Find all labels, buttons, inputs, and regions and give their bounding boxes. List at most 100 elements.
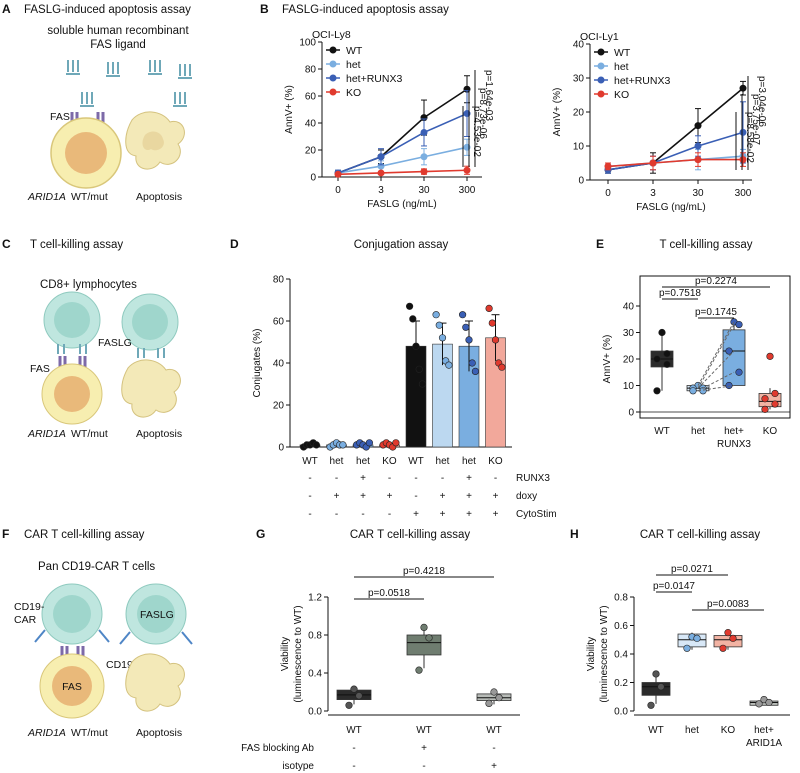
box (641, 682, 671, 696)
legend-label: KO (346, 87, 361, 99)
panel-a-fas-label: FAS (50, 111, 70, 123)
condition-sign: - (414, 473, 417, 484)
condition-sign: - (414, 491, 417, 502)
panel-c-cell-label: ARID1A (27, 428, 66, 440)
chart-title: CAR T cell-killing assay (640, 529, 761, 541)
p-value-label: p=0.0518 (368, 588, 410, 599)
x-tick-label: WT (486, 725, 502, 736)
x-tick-label: het (691, 426, 705, 437)
condition-sign: - (492, 743, 495, 754)
data-point (350, 685, 358, 693)
legend-marker (597, 76, 605, 84)
data-point (471, 367, 480, 376)
x-tick-label: het+ (724, 426, 744, 437)
x-tick-label: WT (648, 725, 664, 736)
p-value-label: p=0.4218 (403, 566, 445, 577)
condition-sign: + (413, 509, 419, 520)
data-point (689, 387, 697, 395)
data-point (377, 169, 385, 177)
data-point (420, 128, 428, 136)
data-point (725, 381, 733, 390)
condition-sign: + (387, 491, 393, 502)
condition-label: CytoStim (516, 509, 557, 520)
panel-a-ligand-line1: soluble human recombinant (47, 25, 189, 37)
data-point (463, 166, 471, 174)
line-chart-oci-ly8: OCI-Ly8 0 20 40 60 80 100 0 3 30 300 FASLG (ng/mL) A… (284, 29, 494, 210)
x-tick-label: WT (408, 456, 424, 467)
p-value-label: p=4.53e-02 (471, 106, 482, 157)
panel-a-ligand-line2: FAS ligand (90, 39, 146, 51)
series-line (337, 112, 468, 174)
legend-label: het+RUNX3 (614, 75, 670, 87)
y-tick-label: 0.8 (308, 631, 322, 642)
y-tick-label: 30 (623, 328, 635, 339)
panel-c-cd8-label: CD8+ lymphocytes (40, 279, 137, 291)
data-point (468, 359, 476, 367)
y-tick-label: 0 (278, 443, 284, 454)
y-tick-label: 10 (573, 142, 585, 153)
data-point (377, 153, 385, 161)
panel-f-cd19-label: CD19 (106, 659, 133, 671)
y-tick-label: 60 (273, 317, 285, 328)
x-tick-label: 0 (335, 185, 341, 196)
condition-sign: + (466, 491, 472, 502)
panel-f-letter: F (2, 527, 9, 541)
data-point (761, 395, 769, 403)
condition-sign: + (421, 743, 427, 754)
data-point (735, 320, 743, 329)
condition-sign: - (335, 473, 338, 484)
data-point (495, 694, 503, 702)
car-receptor-icon (34, 629, 193, 645)
panel-f: F CAR T cell-killing assay Pan CD19-CAR … (2, 527, 193, 739)
x-tick-label: 300 (735, 188, 752, 199)
data-point (683, 644, 691, 652)
p-value-label: p=8.58e-02 (744, 112, 755, 163)
panel-c-fas-label: FAS (30, 363, 50, 375)
panel-c-title: T cell-killing assay (30, 239, 123, 251)
p-value-label: p=1.64e-03 (483, 70, 494, 121)
panel-f-subtitle: Pan CD19-CAR T cells (38, 561, 155, 573)
p-value-label: p=3.75e-07 (750, 94, 761, 145)
condition-label: isotype (282, 761, 314, 772)
data-point (739, 128, 747, 136)
p-value-label: p=8.73e-06 (477, 88, 488, 139)
panel-b: B FASLG-induced apoptosis assay OCI-Ly8 0… (260, 2, 767, 213)
panel-f-faslg-label: FASLG (140, 609, 174, 621)
series-line (607, 158, 743, 168)
legend-label: het (614, 61, 629, 73)
data-point (735, 368, 743, 376)
x-tick-label: WT (654, 426, 670, 437)
apoptotic-body-icon (142, 131, 164, 151)
data-point (445, 361, 453, 369)
panel-f-fas-label: FAS (62, 681, 82, 693)
fas-receptor-icon (58, 356, 87, 372)
data-point (406, 302, 414, 310)
panel-a-letter: A (2, 2, 11, 16)
condition-sign: + (360, 491, 366, 502)
panel-a-cell-suffix: WT/mut (71, 191, 108, 203)
condition-sign: + (493, 509, 499, 520)
data-point (412, 342, 420, 350)
y-tick-label: 80 (305, 65, 317, 76)
p-value-label: p=0.7518 (659, 288, 701, 299)
condition-sign: - (308, 491, 311, 502)
x-tick-label: het (685, 725, 699, 736)
x-tick-label: 3 (378, 185, 384, 196)
legend-label: KO (614, 89, 629, 101)
legend-label: het+RUNX3 (346, 73, 402, 85)
panel-c-faslg-label: FASLG (98, 337, 132, 349)
y-tick-label: 40 (273, 359, 285, 370)
data-point (694, 122, 702, 130)
condition-sign: + (440, 509, 446, 520)
nucleus-icon (54, 376, 90, 412)
y-axis-label: Conjugates (%) (252, 329, 263, 398)
y-axis-label: (luminescence to WT) (599, 605, 610, 702)
data-point (415, 365, 423, 373)
legend-label: WT (614, 47, 631, 59)
y-tick-label: 0.6 (614, 621, 628, 632)
data-point (725, 347, 733, 355)
data-point (755, 700, 763, 708)
x-tick-label: KO (382, 456, 397, 467)
y-tick-label: 0.4 (308, 669, 322, 680)
